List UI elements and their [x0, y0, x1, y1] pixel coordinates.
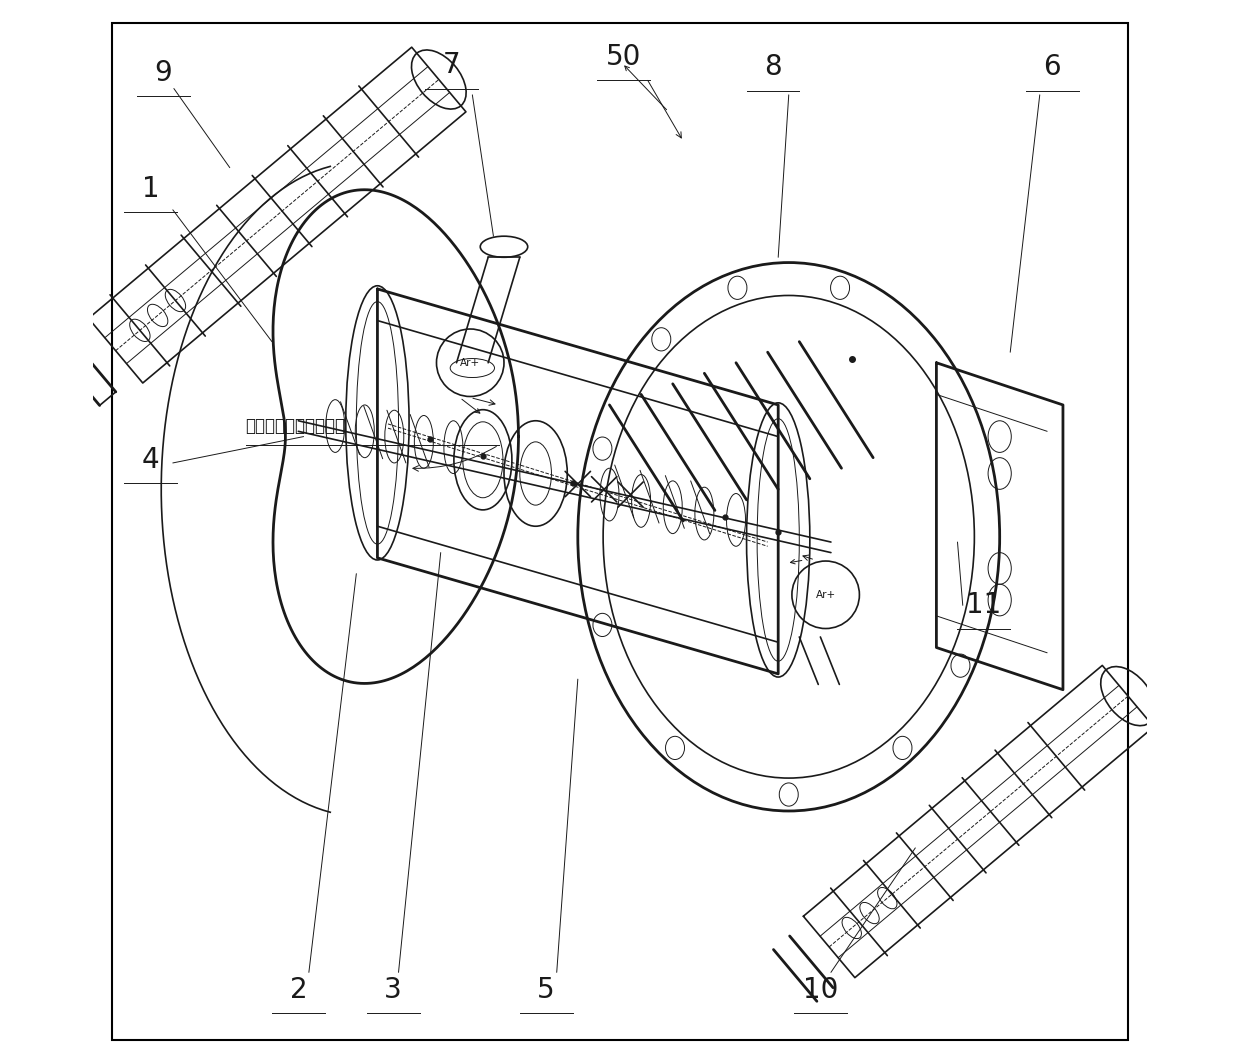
Text: 7: 7 — [443, 51, 460, 80]
Text: 2: 2 — [289, 976, 308, 1005]
Text: 10: 10 — [802, 976, 838, 1005]
Text: 3: 3 — [384, 976, 402, 1005]
Text: 8: 8 — [764, 53, 781, 82]
Text: 此处为镖膜后收卷方向: 此处为镖膜后收卷方向 — [246, 417, 346, 435]
Text: 9: 9 — [155, 58, 172, 87]
Text: Ar+: Ar+ — [460, 358, 480, 368]
Text: 4: 4 — [141, 445, 160, 474]
Text: 1: 1 — [141, 174, 160, 203]
Text: 6: 6 — [1044, 53, 1061, 82]
Text: Ar+: Ar+ — [816, 590, 836, 600]
Text: 50: 50 — [605, 43, 641, 71]
Text: 5: 5 — [537, 976, 556, 1005]
Text: 11: 11 — [966, 591, 1002, 620]
